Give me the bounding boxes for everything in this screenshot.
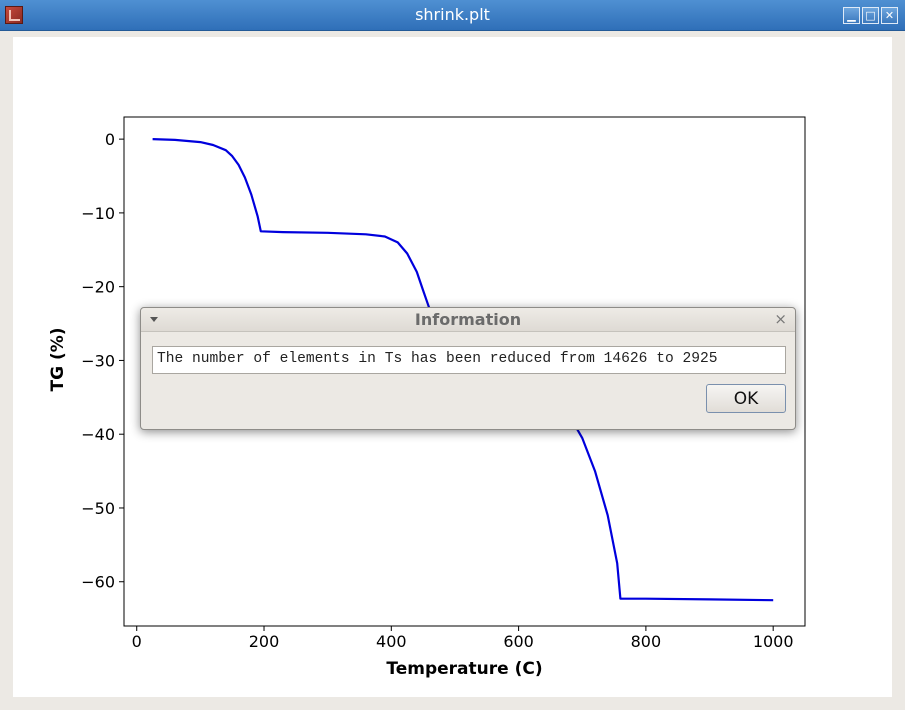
- dialog-close-icon[interactable]: ×: [774, 310, 787, 328]
- x-tick-label: 400: [376, 632, 407, 651]
- window-titlebar[interactable]: shrink.plt ▁ □ ✕: [0, 0, 905, 31]
- x-tick-label: 600: [503, 632, 534, 651]
- dialog-title: Information: [414, 310, 522, 329]
- y-tick-label: −40: [81, 425, 115, 444]
- minimize-icon[interactable]: ▁: [843, 7, 860, 24]
- close-icon[interactable]: ✕: [881, 7, 898, 24]
- dialog-menu-icon[interactable]: [150, 317, 158, 322]
- x-tick-label: 1000: [753, 632, 794, 651]
- maximize-icon[interactable]: □: [862, 7, 879, 24]
- y-axis-label: TG (%): [48, 327, 68, 391]
- ok-button[interactable]: OK: [706, 384, 786, 413]
- axes-frame: [123, 116, 806, 627]
- y-tick-label: −50: [81, 499, 115, 518]
- x-tick-label: 200: [249, 632, 280, 651]
- y-tick-label: −20: [81, 278, 115, 297]
- window-title: shrink.plt: [415, 5, 490, 24]
- series-line-0: [152, 138, 774, 602]
- x-axis-label: Temperature (C): [386, 659, 542, 679]
- y-tick-label: −60: [81, 573, 115, 592]
- x-tick-label: 0: [132, 632, 142, 651]
- information-dialog: Information × The number of elements in …: [140, 307, 796, 430]
- x-tick-label: 800: [631, 632, 662, 651]
- tg-chart: 0 200 400 600 800 1000 0 −10 −20 −30 −40 −50 −60 Temp…: [48, 116, 806, 679]
- y-tick-label: −30: [81, 351, 115, 370]
- y-tick-label: 0: [105, 130, 115, 149]
- app-icon[interactable]: [5, 6, 23, 24]
- dialog-message: The number of elements in Ts has been re…: [152, 346, 786, 374]
- dialog-titlebar[interactable]: Information ×: [141, 308, 795, 332]
- y-tick-label: −10: [81, 204, 115, 223]
